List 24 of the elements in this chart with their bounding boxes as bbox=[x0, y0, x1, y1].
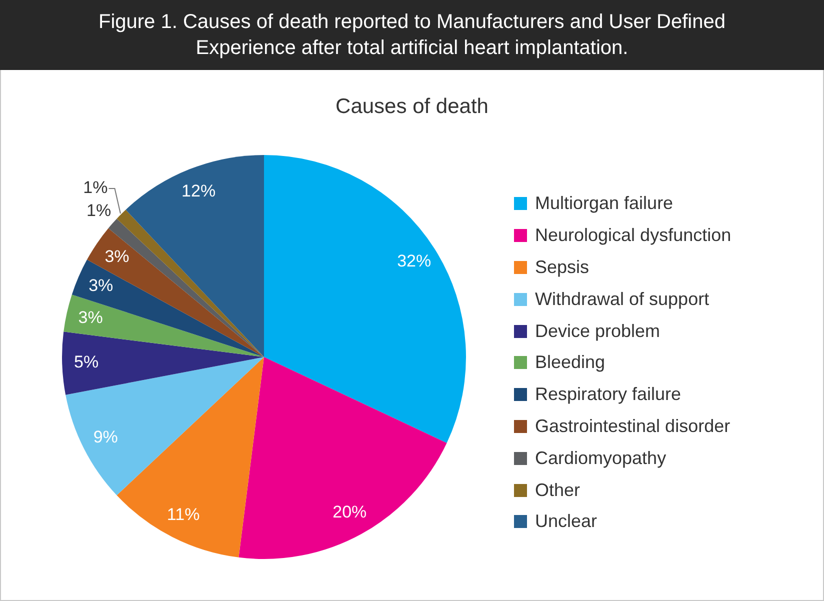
legend-label: Respiratory failure bbox=[535, 384, 682, 406]
data-label: 3% bbox=[88, 276, 114, 296]
chart-subtitle: Causes of death bbox=[334, 94, 490, 120]
data-label: 20% bbox=[332, 502, 367, 522]
data-label: 11% bbox=[166, 505, 200, 524]
legend-label: Bleeding bbox=[535, 352, 606, 374]
data-label: 1% bbox=[86, 201, 112, 220]
legend-label: Unclear bbox=[535, 511, 598, 532]
legend-label: Gastrointestinal disorder bbox=[535, 416, 730, 437]
chart-title: Figure 1. Causes of death reported to Manufacturers and User Defined Experience after total artificial heart implantation. bbox=[97, 10, 726, 61]
legend-label: Sepsis bbox=[535, 256, 590, 278]
legend-label: Multiorgan failure bbox=[535, 193, 674, 214]
data-label: 3% bbox=[104, 246, 130, 266]
legend-label: Neurological dysfunction bbox=[535, 225, 732, 246]
legend-label: Withdrawal of support bbox=[535, 288, 710, 310]
data-label: 9% bbox=[93, 427, 118, 446]
data-label: 32% bbox=[397, 251, 432, 270]
legend-label: Cardiomyopathy bbox=[535, 448, 666, 469]
data-label: 12% bbox=[182, 181, 216, 200]
legend-label: Device problem bbox=[535, 320, 660, 342]
data-label: 3% bbox=[78, 308, 103, 327]
data-label: 1% bbox=[83, 178, 108, 198]
data-label: 5% bbox=[74, 352, 99, 372]
legend-label: Other bbox=[535, 480, 580, 501]
